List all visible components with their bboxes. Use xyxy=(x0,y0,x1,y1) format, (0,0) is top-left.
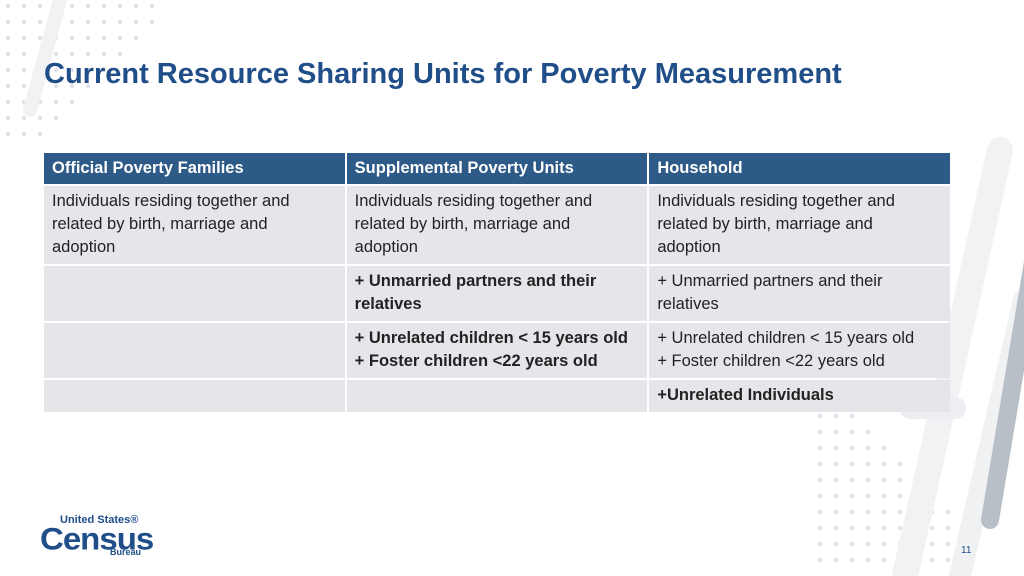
cell-text-line: + Foster children <22 years old xyxy=(354,352,598,370)
cell-text-line: + Unmarried partners and their xyxy=(657,272,883,290)
page-number: 11 xyxy=(961,545,972,556)
table-row: Individuals residing together and related… xyxy=(44,186,950,264)
cell-text-line: adoption xyxy=(354,238,418,256)
table-header-row: Official Poverty Families Supplemental P… xyxy=(44,153,950,184)
cell-text-line: relatives xyxy=(657,295,719,313)
cell-text-line: relatives xyxy=(354,295,422,313)
cell-text-line: Individuals residing together and xyxy=(657,192,895,210)
resource-units-table: Official Poverty Families Supplemental P… xyxy=(42,151,952,414)
table-cell: + Unrelated children < 15 years old + Fos… xyxy=(346,323,648,378)
table-cell: + Unmarried partners and their relatives xyxy=(649,266,950,321)
table-cell: + Unmarried partners and their relatives xyxy=(346,266,648,321)
table-cell: +Unrelated Individuals xyxy=(649,380,950,412)
cell-text-line: + Foster children <22 years old xyxy=(657,352,885,370)
cell-text-line: related by birth, marriage and xyxy=(354,215,571,233)
table-cell: + Unrelated children < 15 years old + Fos… xyxy=(649,323,950,378)
table-cell: Individuals residing together and related… xyxy=(346,186,648,264)
table-cell: Individuals residing together and related… xyxy=(44,186,345,264)
table-cell xyxy=(44,323,345,378)
header-household: Household xyxy=(649,153,950,184)
cell-text-line: Individuals residing together and xyxy=(354,192,593,210)
logo-text-census: Census xyxy=(40,520,154,557)
cell-text-line: + Unmarried partners and their xyxy=(354,272,597,290)
cell-text-line: +Unrelated Individuals xyxy=(657,386,834,404)
table-cell: Individuals residing together and related… xyxy=(649,186,950,264)
cell-text-line: related by birth, marriage and xyxy=(657,215,873,233)
cell-text-line: + Unrelated children < 15 years old xyxy=(657,329,915,347)
header-supplemental-poverty-units: Supplemental Poverty Units xyxy=(346,153,648,184)
table-row: + Unrelated children < 15 years old + Fos… xyxy=(44,323,950,378)
table-cell xyxy=(44,266,345,321)
header-official-poverty-families: Official Poverty Families xyxy=(44,153,345,184)
cell-text-line: related by birth, marriage and xyxy=(52,215,268,233)
cell-text-line: + Unrelated children < 15 years old xyxy=(354,329,628,347)
cell-text-line: Individuals residing together and xyxy=(52,192,290,210)
cell-text-line: adoption xyxy=(657,238,721,256)
logo-text-united-states: United States® xyxy=(60,514,139,526)
logo-text-bureau: Bureau xyxy=(110,547,142,557)
table-row: + Unmarried partners and their relatives +… xyxy=(44,266,950,321)
table-cell xyxy=(44,380,345,412)
slide-title: Current Resource Sharing Units for Pover… xyxy=(44,58,842,90)
cell-text-line: adoption xyxy=(52,238,116,256)
table-cell xyxy=(346,380,648,412)
census-bureau-logo: United States® Census Bureau xyxy=(40,514,154,558)
table-row: +Unrelated Individuals xyxy=(44,380,950,412)
